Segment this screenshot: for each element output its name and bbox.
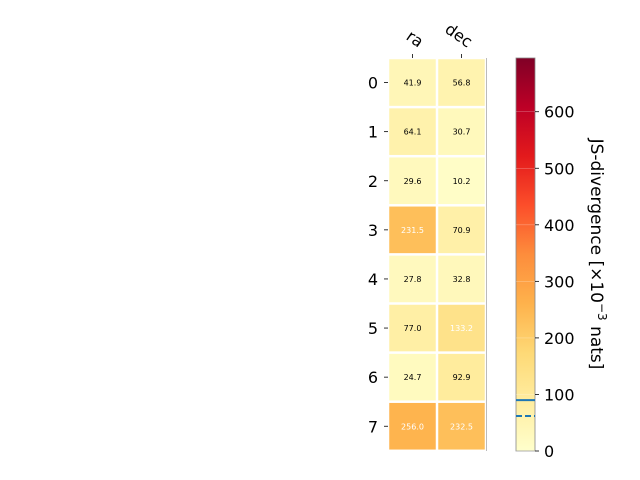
colorbar-tick-label-100: 100 <box>544 385 575 404</box>
heatmap-cell-5-dec <box>438 304 485 352</box>
colorbar-tick-label-0: 0 <box>544 442 554 461</box>
cell-label-5-dec: 133.2 <box>450 324 473 333</box>
column-axis: ra dec <box>403 19 476 58</box>
cell-label-4-ra: 27.8 <box>404 275 422 284</box>
colorbar-tick-label-300: 300 <box>544 272 575 291</box>
row-label-7: 7 <box>368 417 378 436</box>
heatmap-cell-5-ra <box>389 304 436 352</box>
column-label-ra: ra <box>403 26 427 51</box>
colorbar-label: JS-divergence [×10−3 nats] <box>586 138 609 370</box>
colorbar-tick-label-500: 500 <box>544 159 575 178</box>
cell-label-3-ra: 231.5 <box>401 226 424 235</box>
heatmap-cell-0-ra <box>389 59 436 106</box>
cell-label-5-ra: 77.0 <box>404 324 422 333</box>
cell-label-4-dec: 32.8 <box>453 275 471 284</box>
heatmap-cell-2-ra <box>389 157 436 205</box>
cell-label-6-dec: 92.9 <box>453 373 471 382</box>
colorbar-tick-label-600: 600 <box>544 103 575 122</box>
heatmap-cell-0-dec <box>438 59 485 106</box>
heatmap-cell-6-ra <box>389 353 436 401</box>
cell-label-7-dec: 232.5 <box>450 422 473 431</box>
cell-label-2-dec: 10.2 <box>453 177 471 186</box>
colorbar-markers <box>516 399 535 417</box>
cell-label-7-ra: 256.0 <box>401 422 424 431</box>
heatmap-cell-7-ra <box>389 402 436 450</box>
heatmap-cell-1-ra <box>389 108 436 155</box>
row-label-4: 4 <box>368 270 378 289</box>
heatmap-cell-3-ra <box>389 206 436 254</box>
cell-label-0-ra: 41.9 <box>404 79 422 88</box>
row-label-1: 1 <box>368 123 378 142</box>
cell-label-2-ra: 29.6 <box>404 177 422 186</box>
row-label-2: 2 <box>368 172 378 191</box>
heatmap-cell-4-dec <box>438 255 485 303</box>
cell-label-1-ra: 64.1 <box>404 128 422 137</box>
heatmap-cell-2-dec <box>438 157 485 205</box>
cell-label-3-dec: 70.9 <box>453 226 471 235</box>
row-label-0: 0 <box>368 74 378 93</box>
row-label-6: 6 <box>368 368 378 387</box>
colorbar-tick-label-400: 400 <box>544 216 575 235</box>
heatmap-cell-3-dec <box>438 206 485 254</box>
cell-label-6-ra: 24.7 <box>404 373 422 382</box>
heatmap-cell-1-dec <box>438 108 485 155</box>
heatmap-cell-6-dec <box>438 353 485 401</box>
heatmap-cell-labels: 41.9 56.8 64.1 30.7 29.6 10.2 231.5 70.9 27.8 32.… <box>401 79 473 432</box>
colorbar: 0 100 200 300 400 500 600 JS-divergence [×10−3… <box>515 57 609 461</box>
row-label-5: 5 <box>368 319 378 338</box>
heatmap-cells <box>389 59 485 450</box>
colorbar-gradient <box>515 57 536 452</box>
cell-label-1-dec: 30.7 <box>453 128 471 137</box>
row-axis: 0 1 2 3 4 5 6 7 <box>368 74 388 436</box>
column-label-dec: dec <box>442 19 476 51</box>
colorbar-tick-label-200: 200 <box>544 329 575 348</box>
heatmap-cell-4-ra <box>389 255 436 303</box>
cell-label-0-dec: 56.8 <box>453 79 471 88</box>
row-label-3: 3 <box>368 221 378 240</box>
heatmap-cell-7-dec <box>438 402 485 450</box>
colorbar-ticks: 0 100 200 300 400 500 600 <box>516 103 575 461</box>
